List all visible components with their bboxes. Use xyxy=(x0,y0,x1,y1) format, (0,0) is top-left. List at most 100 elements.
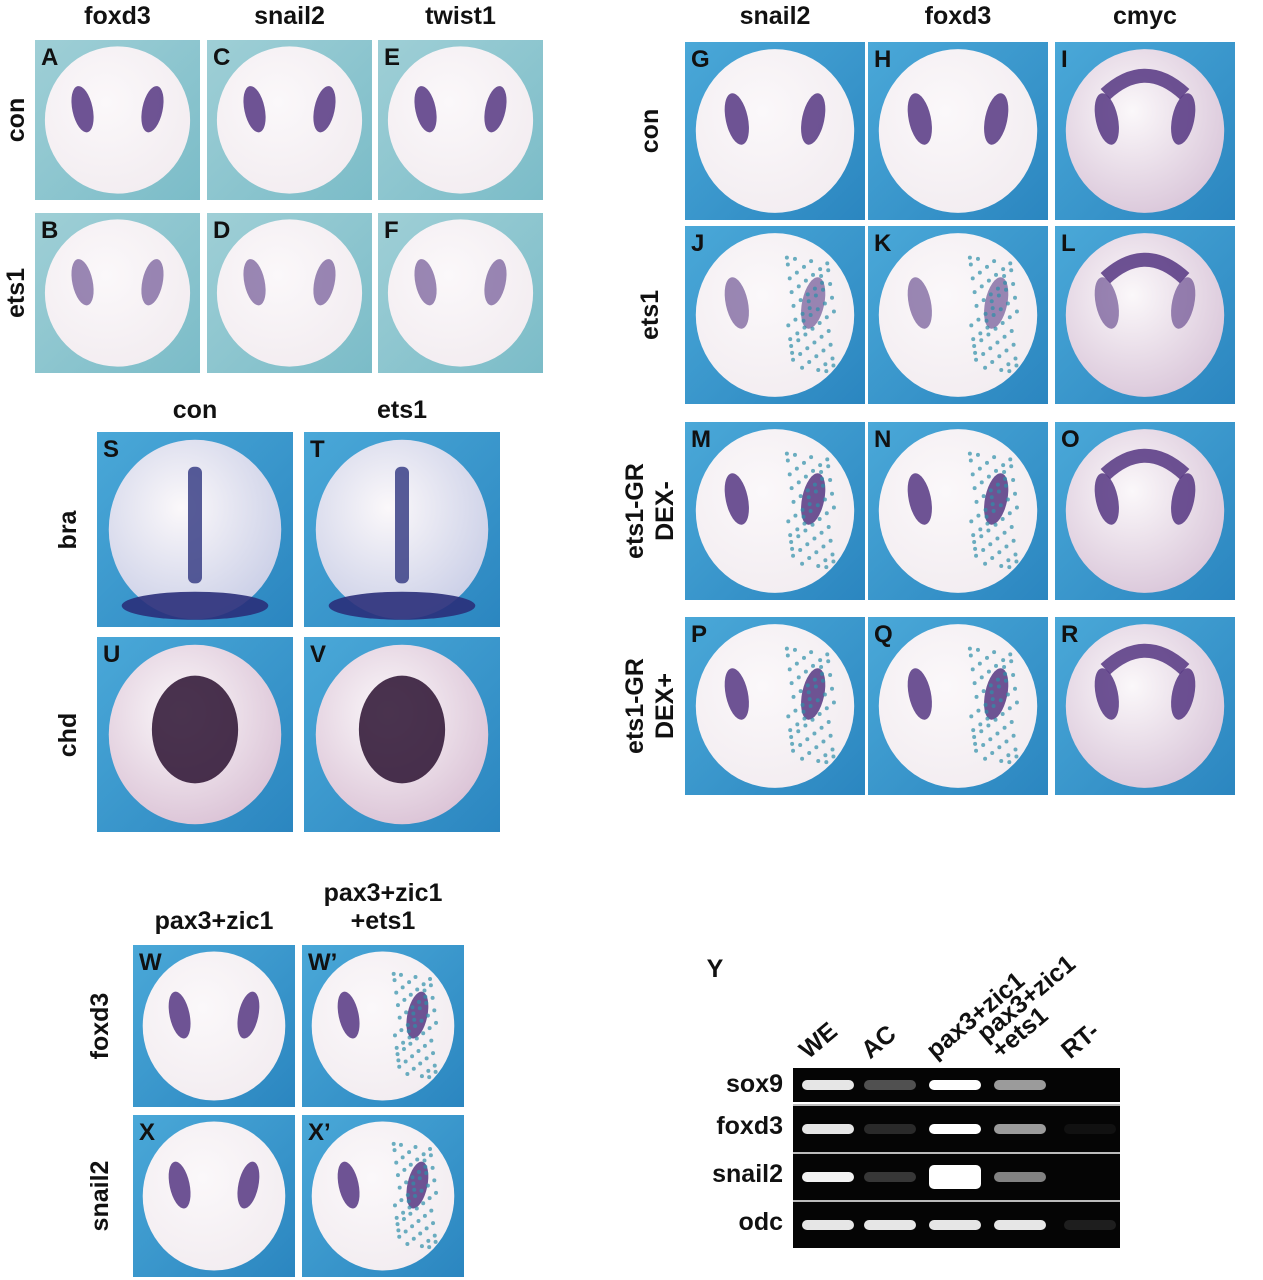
image-panel: L xyxy=(1055,226,1235,404)
panel-letter: J xyxy=(691,230,705,257)
embryo-image xyxy=(685,617,865,795)
row-label: bra xyxy=(54,510,82,549)
column-header: foxd3 xyxy=(84,2,151,30)
panel-letter: R xyxy=(1061,621,1079,648)
column-header: pax3+zic1 xyxy=(154,907,274,935)
panel-letter: L xyxy=(1061,230,1076,257)
image-panel: X xyxy=(133,1115,295,1277)
gene-label: sox9 xyxy=(726,1070,783,1098)
image-panel: V xyxy=(304,637,500,832)
column-header: snail2 xyxy=(254,2,325,30)
column-header: twist1 xyxy=(425,2,496,30)
gene-label: foxd3 xyxy=(716,1112,783,1140)
gene-label: snail2 xyxy=(712,1160,783,1188)
image-panel: H xyxy=(868,42,1048,220)
embryo-image xyxy=(35,213,200,373)
image-panel: K xyxy=(868,226,1048,404)
embryo-image xyxy=(868,422,1048,600)
row-label: ets1 xyxy=(2,267,30,319)
column-header: pax3+zic1 +ets1 xyxy=(323,879,443,935)
row-label: ets1 xyxy=(636,289,664,341)
row-label: snail2 xyxy=(86,1160,114,1232)
embryo-image xyxy=(868,42,1048,220)
image-panel: U xyxy=(97,637,293,832)
embryo-image xyxy=(1055,422,1235,600)
embryo-image xyxy=(133,1115,295,1277)
embryo-image xyxy=(97,432,293,627)
panel-letter: X’ xyxy=(308,1119,331,1146)
image-panel: S xyxy=(97,432,293,627)
row-label: ets1-GR DEX+ xyxy=(621,658,679,754)
embryo-image xyxy=(868,617,1048,795)
image-panel: R xyxy=(1055,617,1235,795)
image-panel: N xyxy=(868,422,1048,600)
panel-letter: S xyxy=(103,436,120,463)
panel-letter: D xyxy=(213,217,231,244)
image-panel: G xyxy=(685,42,865,220)
gel-bands xyxy=(802,1220,1116,1230)
image-panel: E xyxy=(378,40,543,200)
image-panel: D xyxy=(207,213,372,373)
gel-strip xyxy=(793,1152,1120,1200)
gel-strip xyxy=(793,1104,1120,1152)
row-label: con xyxy=(636,108,664,154)
gel-strip xyxy=(793,1200,1120,1248)
embryo-image xyxy=(1055,226,1235,404)
panel-letter: O xyxy=(1061,426,1080,453)
panel-letter: G xyxy=(691,46,710,73)
gel-bands xyxy=(802,1080,1046,1090)
panel-letter: E xyxy=(384,44,401,71)
panel-letter: K xyxy=(874,230,892,257)
panel-letter: V xyxy=(310,641,327,668)
panel-letter: W’ xyxy=(308,949,338,976)
image-panel: W xyxy=(133,945,295,1107)
embryo-image xyxy=(302,945,464,1107)
panel-letter: X xyxy=(139,1119,156,1146)
image-panel: A xyxy=(35,40,200,200)
image-panel: C xyxy=(207,40,372,200)
lane-label: WE xyxy=(793,1016,843,1065)
image-panel: B xyxy=(35,213,200,373)
column-header: con xyxy=(172,396,218,424)
embryo-image xyxy=(302,1115,464,1277)
column-header: foxd3 xyxy=(924,2,992,30)
embryo-image xyxy=(133,945,295,1107)
panel-letter: B xyxy=(41,217,59,244)
embryo-image xyxy=(207,213,372,373)
lane-label: AC xyxy=(855,1019,902,1065)
image-panel: W’ xyxy=(302,945,464,1107)
embryo-image xyxy=(378,40,543,200)
panel-letter: T xyxy=(310,436,325,463)
gene-label: odc xyxy=(738,1208,783,1236)
image-panel: M xyxy=(685,422,865,600)
image-panel: P xyxy=(685,617,865,795)
column-header: snail2 xyxy=(739,2,811,30)
panel-letter: A xyxy=(41,44,59,71)
panel-letter: F xyxy=(384,217,399,244)
embryo-image xyxy=(304,432,500,627)
panel-letter: C xyxy=(213,44,231,71)
column-header: cmyc xyxy=(1113,2,1177,30)
image-panel: Q xyxy=(868,617,1048,795)
embryo-image xyxy=(1055,617,1235,795)
image-panel: O xyxy=(1055,422,1235,600)
row-label: con xyxy=(2,97,30,143)
gel-bands xyxy=(802,1165,1046,1189)
embryo-image xyxy=(207,40,372,200)
gel-bands xyxy=(802,1124,1116,1134)
panel-letter: M xyxy=(691,426,711,453)
column-header: ets1 xyxy=(376,396,428,424)
panel-letter: U xyxy=(103,641,121,668)
image-panel: I xyxy=(1055,42,1235,220)
embryo-image xyxy=(97,637,293,832)
embryo-image xyxy=(1055,42,1235,220)
gel-strip xyxy=(793,1068,1120,1102)
panel-letter: P xyxy=(691,621,708,648)
image-panel: F xyxy=(378,213,543,373)
embryo-image xyxy=(685,422,865,600)
panel-letter: Y xyxy=(706,955,724,983)
row-label: ets1-GR DEX- xyxy=(621,463,679,559)
panel-letter: H xyxy=(874,46,892,73)
panel-letter: I xyxy=(1061,46,1068,73)
